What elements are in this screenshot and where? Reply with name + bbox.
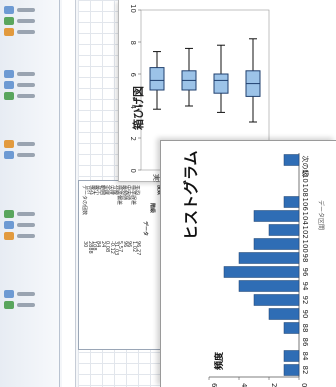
chart-icon[interactable] (4, 290, 14, 298)
histogram-y-tick-label: 2 (270, 383, 278, 387)
copy-icon[interactable] (4, 17, 14, 25)
ribbon-group-editing (4, 290, 56, 309)
histogram-bar (223, 266, 300, 278)
data-analysis-icon[interactable] (4, 301, 14, 309)
histogram-bar (238, 280, 300, 292)
histogram-x-tick-label: 110 (301, 170, 309, 183)
histogram-chart[interactable]: 6 4 2 0 82 84 86 88 90 92 94 96 98 100 102 104 106 108 110… (160, 140, 336, 387)
percent-icon[interactable] (17, 94, 35, 98)
sort-icon[interactable] (4, 221, 14, 229)
histogram-x-tick-label: 88 (301, 324, 309, 333)
bold-icon[interactable] (17, 30, 35, 34)
histogram-x-tick-label: 108 (301, 184, 309, 197)
histogram-x-tick-label: 92 (301, 296, 309, 305)
histogram-xlabel: データ区間 (317, 200, 324, 231)
filter-icon[interactable] (17, 223, 35, 227)
histogram-bar (283, 196, 300, 208)
histogram-bar (283, 154, 300, 166)
pivot-icon[interactable] (17, 292, 35, 296)
format-painter-icon[interactable] (17, 19, 35, 23)
histogram-title: ヒストグラム (182, 150, 200, 240)
table-header: 階級 (149, 203, 155, 214)
histogram-bar (268, 224, 300, 236)
fill-icon[interactable] (17, 212, 35, 216)
boxplot-tick-label: 8 (129, 41, 137, 45)
histogram-x-tick-label: 次の級 (301, 156, 310, 177)
wrap-text-icon[interactable] (4, 81, 14, 89)
align-center-icon[interactable] (17, 72, 35, 76)
ribbon-toolbar (0, 0, 60, 387)
histogram-x-tick-label: 96 (301, 268, 309, 277)
table-row-label: データの個数 (81, 185, 88, 216)
merge-icon[interactable] (17, 83, 35, 87)
histogram-y-tick-label: 0 (300, 383, 308, 387)
histogram-bar (238, 252, 300, 264)
histogram-bar (253, 210, 300, 222)
histogram-x-tick-label: 82 (301, 366, 309, 375)
insert-icon[interactable] (17, 153, 35, 157)
histogram-bar (283, 364, 300, 376)
histogram-x-tick-label: 98 (301, 254, 309, 263)
table-header: データ (142, 221, 148, 237)
histogram-y-tick-label: 4 (240, 383, 248, 387)
histogram-svg: 6 4 2 0 82 84 86 88 90 92 94 96 98100102104106108110… (208, 153, 310, 387)
boxplot-tick-label: 6 (129, 73, 137, 78)
boxplot-box (149, 67, 165, 91)
boxplot-tick-label: 4 (129, 105, 137, 110)
histogram-bar (283, 322, 300, 334)
find-icon[interactable] (4, 232, 14, 240)
ribbon-group-clipboard (4, 6, 56, 36)
histogram-x-tick-label: 90 (301, 310, 309, 319)
histogram-ylabel: 頻度 (215, 351, 225, 370)
boxplot-tick-label: 2 (129, 137, 137, 141)
conditional-format-icon[interactable] (4, 140, 14, 148)
histogram-x-tick-label: 100 (301, 240, 309, 253)
histogram-bar (283, 350, 300, 362)
formula-bar[interactable] (62, 0, 76, 387)
ribbon-group-styles (4, 140, 56, 159)
histogram-bar (253, 238, 300, 250)
boxplot-box (213, 73, 229, 94)
ribbon-group-cells (4, 210, 56, 240)
font-color-icon[interactable] (4, 28, 14, 36)
table-style-icon[interactable] (17, 142, 35, 146)
stats-table: 度数 階級 データ 平均 96.27 標準誤差 1.02 中央値 96 最頻値 96 標準偏差 5.57… (78, 180, 168, 350)
options-icon[interactable] (17, 303, 35, 307)
table-row-value: 30 (82, 241, 89, 248)
histogram-bar (268, 308, 300, 320)
boxplot-tick-label: 0 (129, 169, 137, 173)
boxplot-title: 箱ひげ図 (132, 86, 145, 130)
cell-style-icon[interactable] (4, 151, 14, 159)
histogram-y-tick-label: 6 (210, 383, 218, 387)
ribbon-group-font (4, 70, 56, 100)
histogram-x-tick-label: 84 (301, 352, 309, 361)
number-format-icon[interactable] (4, 92, 14, 100)
histogram-x-tick-label: 94 (301, 282, 309, 291)
histogram-x-tick-label: 102 (301, 226, 309, 239)
paste-icon[interactable] (4, 6, 14, 14)
align-left-icon[interactable] (4, 70, 14, 78)
cut-icon[interactable] (17, 8, 35, 12)
histogram-x-tick-label: 104 (301, 212, 309, 226)
boxplot-tick-label: 10 (129, 4, 137, 13)
clear-icon[interactable] (17, 234, 35, 238)
sum-icon[interactable] (4, 210, 14, 218)
histogram-x-tick-label: 106 (301, 198, 309, 212)
histogram-bar (253, 294, 300, 306)
histogram-x-tick-label: 86 (301, 338, 309, 347)
